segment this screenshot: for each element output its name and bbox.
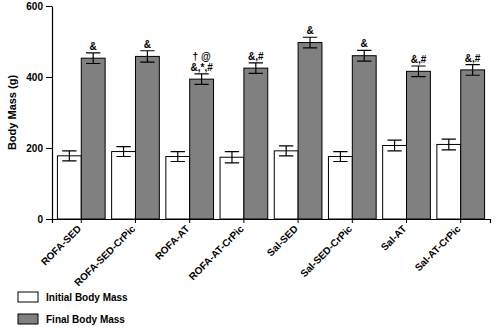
x-tick-mark [298, 219, 299, 223]
error-bar [171, 152, 185, 162]
y-axis-title: Body Mass (g) [6, 75, 18, 151]
error-bar [387, 140, 401, 151]
annotation: &,# [411, 54, 427, 65]
y-tick: 600 [26, 1, 52, 12]
error-bar [194, 74, 208, 85]
y-axis: 0 200 400 600 [26, 1, 52, 225]
x-tick-label: ROFA-AT-CrPic [187, 223, 246, 282]
error-bar [442, 139, 456, 150]
bar [352, 56, 376, 219]
bar [383, 146, 407, 219]
x-tick: Sal-SED [265, 219, 300, 258]
x-tick-label: ROFA-AT [153, 223, 192, 262]
x-tick: ROFA-AT-CrPic [187, 219, 246, 282]
bar [461, 70, 485, 219]
x-tick-label: Sal-AT-CrPic [413, 223, 463, 273]
x-tick-mark [243, 219, 244, 223]
error-bar [140, 51, 154, 62]
y-tick-mark [46, 77, 52, 78]
annotation: &,*,# [190, 62, 213, 73]
legend-label: Initial Body Mass [46, 292, 128, 303]
legend-label: Final Body Mass [46, 314, 125, 325]
error-bar [86, 53, 100, 64]
x-tick-mark [189, 219, 190, 223]
error-bar [116, 147, 130, 157]
x-tick-mark [135, 219, 136, 223]
annotation: & [144, 39, 151, 50]
bar [298, 43, 322, 219]
x-tick: ROFA-AT [153, 219, 192, 262]
y-tick-mark [46, 148, 52, 149]
x-tick-label: ROFA-SED-CrPic [72, 223, 137, 288]
x-tick: ROFA-SED [39, 219, 83, 267]
error-bar [411, 66, 425, 77]
bar [57, 156, 81, 219]
annotation: & [90, 41, 97, 52]
x-tick-mark [81, 219, 82, 223]
x-tick-label: Sal-SED [265, 223, 300, 258]
error-bar [62, 151, 76, 161]
annotation: & [361, 38, 368, 49]
x-axis: ROFA-SEDROFA-SED-CrPic ROFA-ATROFA-AT-CrP… [39, 219, 491, 288]
annotation: † @ [193, 51, 211, 62]
legend: Initial Body Mass Final Body Mass [18, 292, 128, 325]
legend-swatch [18, 292, 38, 302]
bars [57, 37, 484, 219]
y-tick: 0 [37, 214, 52, 225]
chart: &&&,*,#† @&,#&&&,#&,#0200400600ROFA-SEDR… [0, 0, 500, 332]
error-bar [225, 152, 239, 163]
annotation: &,# [248, 51, 264, 62]
y-tick: 200 [26, 143, 52, 154]
error-bar [357, 50, 371, 61]
bar [135, 56, 159, 219]
bar [112, 152, 136, 219]
bar [220, 157, 244, 219]
x-tick-label: Sal-AT [379, 223, 409, 253]
x-tick: Sal-SED-CrPic [298, 219, 354, 279]
x-tick-label: Sal-SED-CrPic [298, 223, 354, 279]
error-bar [279, 146, 293, 156]
bar [81, 58, 105, 219]
bar [274, 151, 298, 219]
x-tick: ROFA-SED-CrPic [72, 219, 137, 288]
y-tick-mark [46, 6, 52, 7]
error-bar [249, 63, 263, 74]
annotation: &,# [465, 53, 481, 64]
x-tick-mark [352, 219, 353, 223]
x-tick: Sal-AT [379, 219, 409, 253]
bar [244, 68, 268, 219]
y-axis-line [52, 7, 53, 220]
bar [328, 157, 352, 219]
bar [437, 144, 461, 219]
y-tick: 400 [26, 72, 52, 83]
y-tick-label: 400 [26, 72, 43, 83]
bar [407, 71, 431, 219]
x-tick: Sal-AT-CrPic [413, 219, 463, 273]
y-tick-label: 0 [37, 214, 43, 225]
y-tick-mark [46, 219, 52, 220]
y-tick-label: 200 [26, 143, 43, 154]
x-axis-line [53, 220, 491, 224]
x-tick-mark [406, 219, 407, 223]
error-bar [303, 37, 317, 48]
bar [190, 79, 214, 219]
x-tick-mark [460, 219, 461, 223]
y-tick-label: 600 [26, 1, 43, 12]
annotation: & [306, 25, 313, 36]
error-bar [333, 152, 347, 162]
x-tick-label: ROFA-SED [39, 223, 83, 267]
legend-swatch [18, 314, 38, 324]
bar [166, 157, 190, 219]
error-bar [465, 65, 479, 76]
